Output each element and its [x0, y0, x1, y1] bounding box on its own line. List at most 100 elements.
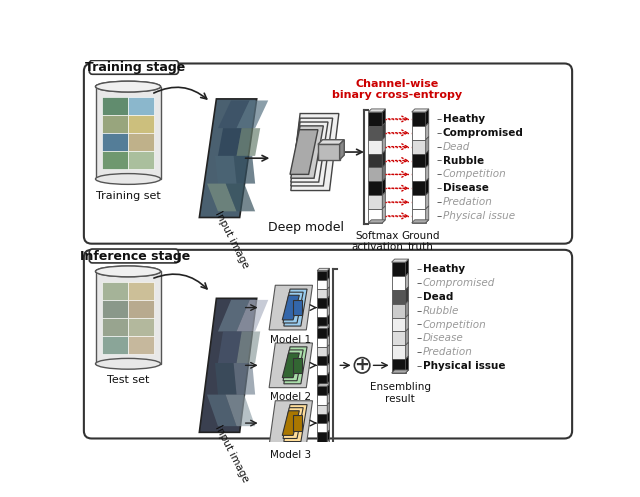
Polygon shape [406, 356, 408, 373]
Polygon shape [317, 289, 327, 298]
Polygon shape [327, 363, 330, 375]
FancyBboxPatch shape [84, 250, 572, 438]
Polygon shape [283, 350, 303, 381]
Polygon shape [392, 259, 408, 262]
Polygon shape [95, 86, 161, 179]
Polygon shape [327, 296, 330, 308]
Text: Heathy: Heathy [422, 264, 465, 274]
Polygon shape [317, 329, 327, 337]
Text: Inference stage: Inference stage [80, 250, 191, 263]
Polygon shape [317, 268, 330, 271]
Polygon shape [327, 421, 330, 432]
Polygon shape [215, 156, 237, 183]
Polygon shape [317, 280, 327, 289]
Text: Physical issue: Physical issue [443, 211, 515, 221]
Text: Model 3: Model 3 [270, 450, 312, 460]
Polygon shape [406, 301, 408, 318]
Polygon shape [95, 271, 161, 364]
Polygon shape [317, 317, 327, 326]
Bar [102, 282, 128, 300]
Polygon shape [412, 140, 426, 154]
Polygon shape [426, 178, 429, 195]
Polygon shape [284, 347, 307, 384]
Polygon shape [237, 100, 268, 128]
Bar [128, 151, 154, 169]
Bar [128, 336, 154, 354]
Polygon shape [291, 118, 333, 186]
Polygon shape [317, 356, 327, 365]
Polygon shape [327, 277, 330, 289]
Polygon shape [317, 384, 330, 386]
Text: –: – [417, 264, 422, 274]
Polygon shape [392, 331, 406, 345]
Polygon shape [317, 432, 327, 441]
Bar [128, 318, 154, 336]
Polygon shape [234, 363, 255, 395]
Polygon shape [392, 276, 406, 290]
Text: Disease: Disease [422, 333, 463, 343]
FancyBboxPatch shape [84, 64, 572, 244]
Polygon shape [327, 412, 330, 423]
Text: Heathy: Heathy [443, 114, 485, 124]
Text: Compromised: Compromised [422, 278, 495, 288]
Text: Deep model: Deep model [268, 221, 344, 235]
Polygon shape [317, 451, 327, 460]
Polygon shape [426, 109, 429, 126]
Polygon shape [392, 304, 406, 318]
Text: Ground
truth: Ground truth [401, 231, 440, 252]
Polygon shape [327, 391, 330, 402]
Polygon shape [406, 329, 408, 345]
Polygon shape [226, 183, 255, 211]
Polygon shape [207, 395, 237, 426]
Text: –: – [417, 347, 422, 357]
Text: Training set: Training set [95, 190, 161, 201]
Text: –: – [436, 142, 442, 152]
Polygon shape [412, 109, 429, 112]
Polygon shape [284, 289, 307, 326]
Polygon shape [368, 109, 385, 112]
Polygon shape [406, 315, 408, 331]
Polygon shape [327, 305, 330, 317]
Text: Input image: Input image [213, 424, 251, 485]
Polygon shape [426, 137, 429, 154]
Text: –: – [417, 278, 422, 288]
Text: Predation: Predation [443, 197, 493, 207]
Text: Ensembling
result: Ensembling result [369, 382, 431, 404]
Polygon shape [392, 345, 406, 359]
Polygon shape [368, 195, 382, 209]
Text: –: – [436, 128, 442, 138]
Polygon shape [327, 287, 330, 298]
FancyBboxPatch shape [90, 61, 179, 74]
Text: Input image: Input image [213, 209, 251, 269]
Text: –: – [436, 169, 442, 179]
Ellipse shape [95, 81, 161, 92]
Polygon shape [392, 290, 406, 304]
Polygon shape [327, 393, 330, 405]
Polygon shape [317, 458, 330, 460]
Text: Dead: Dead [443, 142, 470, 152]
Text: Physical issue: Physical issue [422, 361, 505, 371]
Polygon shape [317, 326, 327, 335]
Polygon shape [327, 382, 330, 393]
Polygon shape [269, 401, 312, 445]
Polygon shape [406, 287, 408, 304]
Polygon shape [382, 123, 385, 140]
Polygon shape [368, 220, 385, 223]
Polygon shape [327, 344, 330, 356]
Text: Channel-wise
binary cross-entropy: Channel-wise binary cross-entropy [332, 79, 462, 100]
Polygon shape [406, 259, 408, 276]
Polygon shape [327, 335, 330, 347]
Polygon shape [283, 408, 303, 438]
Polygon shape [412, 195, 426, 209]
Polygon shape [426, 151, 429, 167]
Polygon shape [225, 395, 255, 426]
Polygon shape [317, 335, 327, 344]
Polygon shape [293, 415, 303, 431]
Polygon shape [368, 209, 382, 223]
Polygon shape [382, 206, 385, 223]
Polygon shape [426, 165, 429, 181]
Text: –: – [417, 361, 422, 371]
Polygon shape [317, 386, 327, 395]
Polygon shape [426, 123, 429, 140]
Text: Model 2: Model 2 [270, 392, 312, 402]
